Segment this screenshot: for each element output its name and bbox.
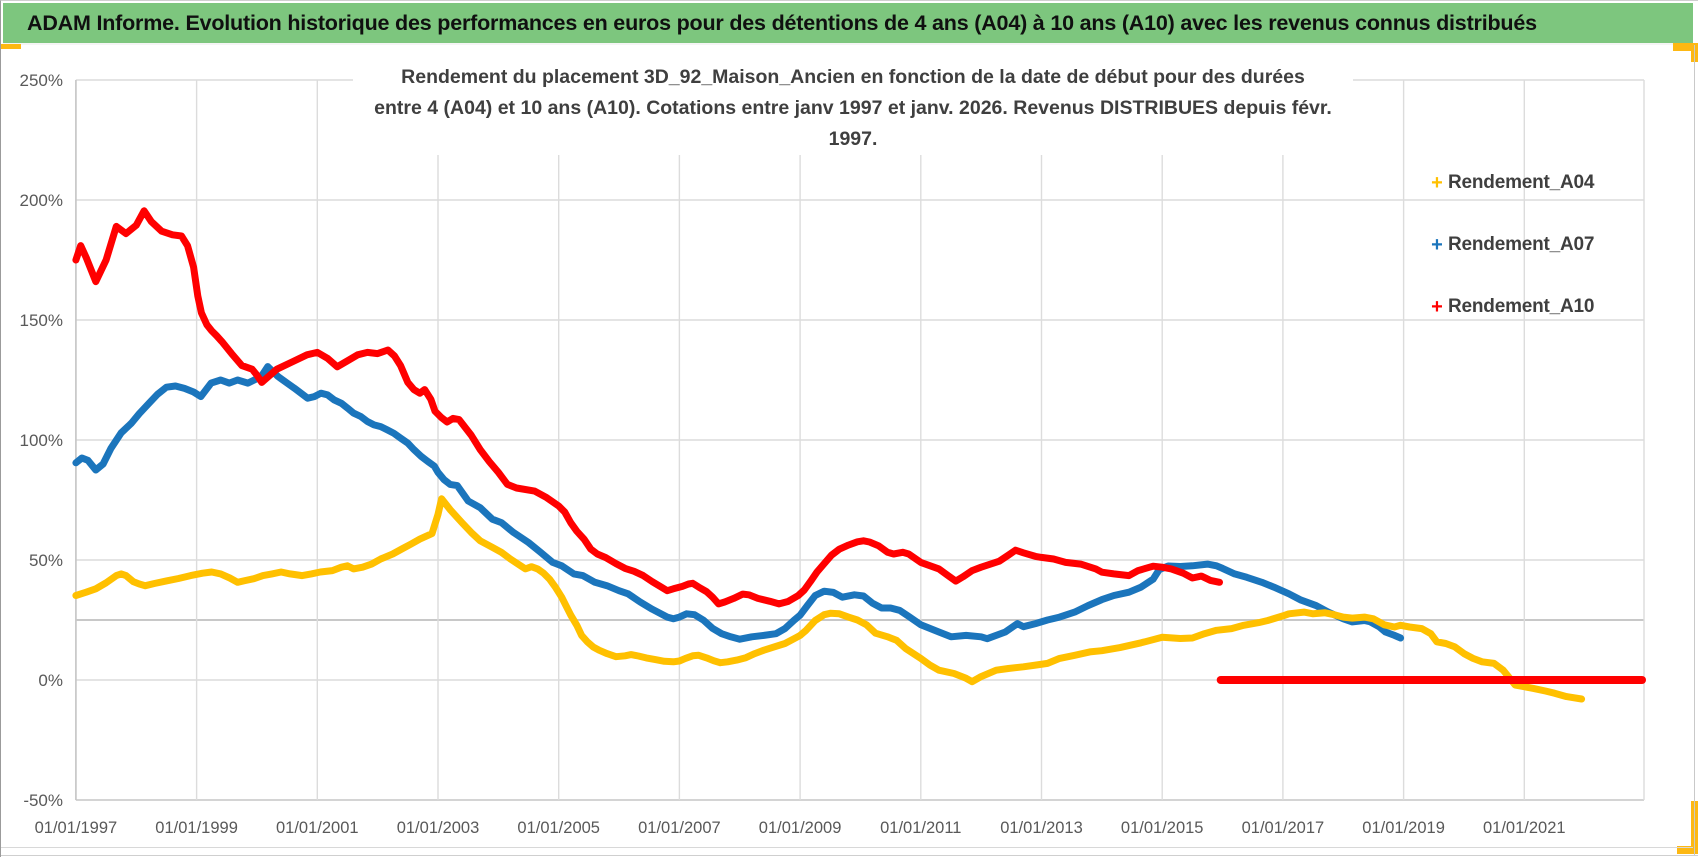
series-line-rendement_a04 <box>72 495 1586 703</box>
legend-label-a07: Rendement_A07 <box>1448 234 1595 255</box>
gold-accent-top-right-h <box>1673 43 1698 51</box>
x-axis-label: 01/01/1999 <box>155 819 238 837</box>
bottom-border <box>1 855 1698 856</box>
x-axis-label: 01/01/2003 <box>397 819 480 837</box>
x-axis-label: 01/01/2013 <box>1000 819 1083 837</box>
legend-item-a07: + Rendement_A07 <box>1426 231 1676 259</box>
x-axis-label: 01/01/2017 <box>1242 819 1325 837</box>
x-axis-label: 01/01/2019 <box>1362 819 1445 837</box>
y-axis-label: 200% <box>20 191 63 210</box>
y-axis-label: 50% <box>29 551 63 570</box>
x-axis-label: 01/01/2015 <box>1121 819 1204 837</box>
gold-accent-top-left <box>1 44 21 49</box>
x-axis-label: 01/01/2011 <box>880 819 961 837</box>
header-title: ADAM Informe. Evolution historique des p… <box>27 10 1537 35</box>
y-axis-label: 100% <box>20 431 63 450</box>
right-border <box>1694 45 1695 855</box>
bottom-rule <box>1 847 1693 848</box>
series-line-rendement_a10 <box>72 207 1223 608</box>
legend-item-a10: + Rendement_A10 <box>1426 293 1676 321</box>
x-axis-label: 01/01/2009 <box>759 819 842 837</box>
plus-marker-icon: + <box>1431 296 1443 318</box>
legend-item-a04: + Rendement_A04 <box>1426 169 1676 197</box>
y-axis-label: -50% <box>23 791 63 810</box>
legend-label-a04: Rendement_A04 <box>1448 172 1595 193</box>
x-axis-label: 01/01/2001 <box>276 819 359 837</box>
plus-marker-icon: + <box>1431 234 1443 256</box>
y-axis-label: 250% <box>20 71 63 90</box>
legend-label-a10: Rendement_A10 <box>1448 296 1595 317</box>
x-axis-label: 01/01/2005 <box>517 819 600 837</box>
chart-title-line2: entre 4 (A04) et 10 ans (A10). Cotations… <box>374 97 1332 150</box>
x-axis-label: 01/01/1997 <box>35 819 118 837</box>
chart-title-line1: Rendement du placement 3D_92_Maison_Anci… <box>401 66 1305 88</box>
header-banner: ADAM Informe. Evolution historique des p… <box>3 3 1693 45</box>
plus-marker-icon: + <box>1431 172 1443 194</box>
chart-title: Rendement du placement 3D_92_Maison_Anci… <box>353 62 1353 155</box>
series-line-rendement_a07 <box>72 363 1405 643</box>
x-axis-label: 01/01/2021 <box>1483 819 1566 837</box>
y-axis-label: 150% <box>20 311 63 330</box>
x-axis-label: 01/01/2007 <box>638 819 721 837</box>
y-axis-label: 0% <box>38 671 63 690</box>
gold-accent-bottom-right-h <box>1677 846 1698 854</box>
